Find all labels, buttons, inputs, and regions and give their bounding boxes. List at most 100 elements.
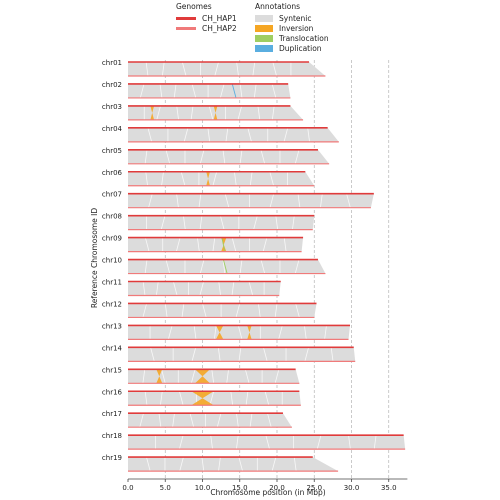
syntenic-region (128, 303, 317, 318)
synteny-texture (199, 149, 205, 164)
synteny-texture (236, 413, 239, 428)
synteny-texture (324, 325, 327, 340)
synteny-texture (144, 259, 148, 274)
legend-item-translocation: Translocation (255, 33, 329, 43)
synteny-texture (271, 105, 275, 120)
chromosome-label-chr08: chr08 (102, 213, 122, 221)
synteny-texture (155, 281, 159, 296)
synteny-texture (190, 369, 196, 384)
synteny-band-chr16 (128, 391, 301, 406)
syntenic-region (128, 237, 304, 252)
synteny-band-chr01 (128, 61, 326, 77)
chromosome-label-chr07: chr07 (102, 191, 122, 199)
synteny-texture (272, 61, 277, 77)
synteny-texture (209, 391, 215, 406)
synteny-texture (144, 391, 148, 406)
synteny-texture (304, 347, 309, 362)
synteny-texture (199, 281, 205, 296)
x-tick-label: 30.0 (344, 484, 360, 492)
synteny-texture (225, 127, 229, 142)
synteny-texture (159, 83, 163, 99)
syntenic-region (128, 347, 356, 362)
chromosome-label-chr11: chr11 (102, 279, 122, 287)
synteny-band-chr06 (128, 171, 315, 186)
synteny-texture (292, 215, 295, 230)
legend-item-hap2: CH_HAP2 (176, 23, 237, 33)
synteny-texture (150, 347, 155, 362)
synteny-texture (330, 347, 334, 362)
synteny-texture (173, 83, 177, 99)
synteny-texture (294, 149, 300, 164)
x-axis-label: Chromosome position (in Mbp) (210, 488, 325, 497)
synteny-texture (197, 237, 200, 252)
inversion-region (206, 171, 210, 186)
synteny-texture (219, 215, 225, 230)
synteny-texture (158, 413, 162, 428)
chromosome-label-chr01: chr01 (102, 59, 122, 67)
synteny-texture (179, 456, 184, 472)
synteny-texture (214, 61, 219, 77)
chromosome-label-chr09: chr09 (102, 235, 122, 243)
synteny-texture (139, 413, 144, 428)
synteny-band-chr07 (128, 193, 374, 208)
legend-item-syntenic: Syntenic (255, 13, 329, 23)
chromosome-label-chr03: chr03 (102, 103, 122, 111)
synteny-texture (257, 105, 261, 120)
synteny-texture (239, 259, 243, 274)
x-axis: 0.0 5.0 10.0 15.0 20.0 25.0 30.0 35.0 (122, 478, 408, 492)
synteny-texture (208, 105, 214, 121)
inversion-region (156, 369, 163, 384)
synteny-texture (271, 456, 277, 472)
chromosome-label-chr13: chr13 (102, 322, 122, 330)
inversion-region (213, 105, 218, 120)
synteny-texture (190, 105, 194, 120)
synteny-band-chr14 (128, 347, 356, 362)
synteny-texture (198, 193, 202, 208)
chromosome-label-chr16: chr16 (102, 388, 123, 396)
synteny-texture (161, 61, 165, 77)
synteny-band-chr05 (128, 149, 330, 164)
synteny-band-chr12 (128, 303, 317, 318)
synteny-band-chr04 (128, 127, 339, 142)
synteny-texture (217, 347, 221, 362)
chromosome-label-chr15: chr15 (102, 366, 122, 374)
synteny-band-chr19 (128, 456, 339, 472)
synteny-texture (226, 369, 229, 384)
synteny-texture (189, 413, 195, 428)
synteny-texture (230, 391, 234, 406)
synteny-band-chr08 (128, 215, 315, 230)
synteny-texture (275, 215, 279, 230)
synteny-texture (245, 391, 249, 406)
synteny-texture (212, 171, 218, 186)
synteny-texture (316, 435, 322, 450)
synteny-texture (283, 237, 287, 252)
synteny-texture (139, 83, 145, 99)
legend-label-translocation: Translocation (279, 33, 329, 43)
annotation-mark (221, 237, 226, 252)
legend-label-syntenic: Syntenic (279, 13, 312, 23)
synteny-texture (252, 61, 256, 77)
chromosome-label-chr18: chr18 (102, 432, 122, 440)
synteny-texture (274, 369, 280, 384)
annotations-legend: Annotations Syntenic Inversion Transloca… (255, 2, 329, 53)
chromosome-label-chr19: chr19 (102, 454, 122, 462)
legend-item-hap1: CH_HAP1 (176, 13, 237, 23)
syntenic-region (128, 369, 300, 384)
synteny-texture (294, 259, 300, 274)
synteny-texture (267, 413, 272, 428)
synteny-band-chr18 (128, 435, 406, 450)
chromosome-label-chr02: chr02 (102, 81, 122, 89)
syntenic-swatch (255, 14, 273, 22)
synteny-texture (219, 83, 225, 99)
inversion-region (150, 105, 155, 120)
synteny-texture (236, 61, 239, 77)
synteny-texture (283, 127, 289, 142)
synteny-texture (239, 83, 243, 99)
synteny-texture (199, 215, 203, 230)
synteny-texture (244, 369, 250, 384)
synteny-texture (239, 149, 243, 164)
synteny-texture (233, 171, 237, 186)
synteny-texture (147, 127, 153, 142)
synteny-texture (148, 193, 153, 208)
synteny-texture (260, 259, 266, 274)
